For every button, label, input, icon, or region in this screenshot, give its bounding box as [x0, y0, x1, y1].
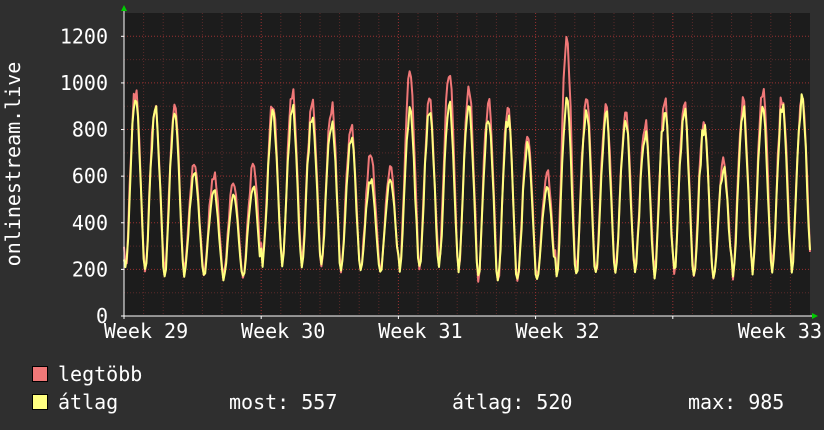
x-tick-label: Week 32 — [515, 319, 599, 343]
axes — [121, 5, 818, 319]
y-tick-label: 200 — [72, 257, 108, 281]
x-axis-arrow-icon — [812, 313, 818, 319]
y-tick-label: 1000 — [60, 71, 108, 95]
x-tick-label: Week 31 — [378, 319, 462, 343]
series-group — [123, 36, 811, 283]
series-line-avg — [123, 93, 811, 282]
legend-row-max: legtöbb — [30, 360, 810, 388]
y-tick-label: 800 — [72, 118, 108, 142]
y-axis-arrow-icon — [121, 5, 127, 11]
stat-max: max: 985 — [688, 390, 785, 414]
x-tick-label: Week 33 — [738, 319, 822, 343]
legend-row-avg: átlag most: 557 átlag: 520 max: 985 — [30, 388, 810, 416]
legend: legtöbb átlag most: 557 átlag: 520 max: … — [30, 360, 810, 416]
x-axis-ticks: Week 29 Week 30 Week 31 Week 32 Week 33 — [104, 316, 822, 343]
x-tick-label: Week 30 — [241, 319, 325, 343]
legend-label-avg: átlag — [58, 390, 119, 414]
y-tick-label: 1200 — [60, 24, 108, 48]
stat-now: most: 557 — [229, 390, 338, 414]
y-tick-label: 400 — [72, 211, 108, 235]
legend-swatch-max — [32, 366, 48, 382]
y-axis-ticks: 0 200 400 600 800 1000 1200 — [60, 24, 124, 328]
y-tick-label: 0 — [96, 304, 108, 328]
y-axis-label: onlinestream.live — [1, 62, 25, 267]
legend-swatch-avg — [32, 394, 48, 410]
x-tick-label: Week 29 — [104, 319, 188, 343]
legend-label-max: legtöbb — [58, 362, 143, 386]
y-tick-label: 600 — [72, 164, 108, 188]
stat-average: átlag: 520 — [452, 390, 573, 414]
